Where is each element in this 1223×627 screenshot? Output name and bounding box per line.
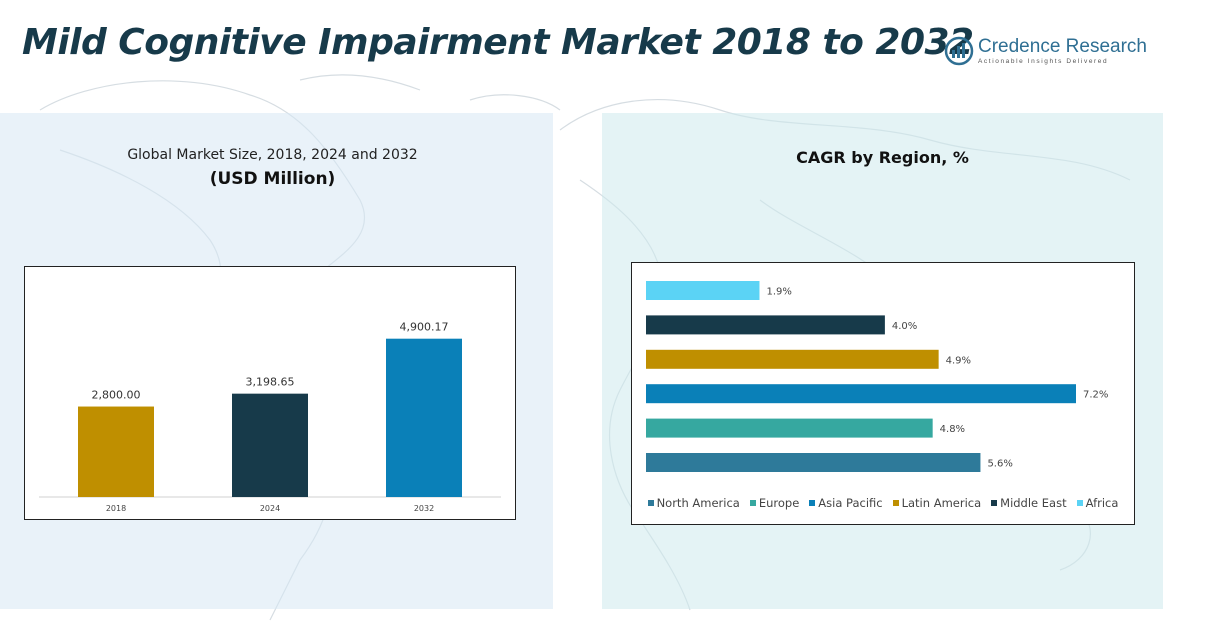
legend-entry-middle-east: Middle East bbox=[991, 496, 1067, 510]
legend-swatch bbox=[647, 500, 654, 506]
brand-logo-block: Credence Research Actionable Insights De… bbox=[944, 36, 1147, 70]
bar-latin-america bbox=[646, 349, 939, 369]
market-size-chart: 2,800.00 2018 3,198.65 2024 4,900.17 2032 bbox=[24, 266, 516, 520]
data-label-north-america: 5.6% bbox=[987, 459, 1012, 470]
legend-label: Middle East bbox=[1000, 496, 1067, 510]
data-label-latin-america: 4.9% bbox=[946, 355, 971, 366]
cagr-legend: North America Europe Asia Pacific Latin Ame… bbox=[632, 496, 1134, 510]
legend-label: Africa bbox=[1085, 496, 1119, 510]
cagr-chart: 1.9% 4.0% 4.9% 7.2% 4.8% 5.6% North America Eu… bbox=[631, 262, 1135, 525]
bar-asia-pacific bbox=[646, 384, 1076, 404]
data-label-africa: 1.9% bbox=[766, 287, 791, 298]
legend-swatch bbox=[809, 500, 816, 506]
tick-label-2032: 2032 bbox=[414, 504, 434, 513]
data-label-europe: 4.8% bbox=[940, 424, 965, 435]
market-size-unit: (USD Million) bbox=[209, 169, 336, 189]
legend-swatch bbox=[991, 500, 998, 506]
cagr-title: CAGR by Region, % bbox=[796, 148, 969, 167]
market-size-bar-chart: 2,800.00 2018 3,198.65 2024 4,900.17 2032 bbox=[39, 321, 501, 513]
legend-entry-africa: Africa bbox=[1076, 496, 1119, 510]
legend-entry-europe: Europe bbox=[749, 496, 800, 510]
bar-north-america bbox=[646, 453, 981, 472]
legend-label: North America bbox=[656, 496, 740, 510]
legend-swatch bbox=[892, 500, 899, 506]
market-size-panel: Global Market Size, 2018, 2024 and 2032 … bbox=[0, 113, 553, 609]
cagr-panel: CAGR by Region, % 1.9% 4.0% 4.9% 7.2% 4.8% 5.… bbox=[602, 113, 1163, 609]
tick-label-2024: 2024 bbox=[260, 504, 280, 513]
tick-label-2018: 2018 bbox=[106, 504, 126, 513]
bar-2032 bbox=[386, 338, 462, 497]
legend-entry-latin-america: Latin America bbox=[892, 496, 982, 510]
brand-tagline: Actionable Insights Delivered bbox=[978, 58, 1109, 65]
data-label-asia-pacific: 7.2% bbox=[1083, 390, 1108, 401]
data-label-2018: 2,800.00 bbox=[92, 389, 141, 402]
data-label-middle-east: 4.0% bbox=[892, 321, 917, 332]
brand-logo-icon bbox=[944, 36, 974, 66]
legend-swatch bbox=[1076, 500, 1083, 506]
data-label-2032: 4,900.17 bbox=[400, 321, 449, 334]
legend-entry-north-america: North America bbox=[647, 496, 740, 510]
brand-name: Credence Research bbox=[978, 36, 1147, 57]
bar-middle-east bbox=[646, 315, 885, 335]
cagr-bar-chart: 1.9% 4.0% 4.9% 7.2% 4.8% 5.6% bbox=[646, 281, 1108, 472]
legend-swatch bbox=[749, 500, 756, 506]
legend-label: Asia Pacific bbox=[818, 496, 883, 510]
page-title: Mild Cognitive Impairment Market 2018 to… bbox=[22, 22, 974, 63]
bar-2018 bbox=[78, 406, 154, 497]
market-size-subtitle: Global Market Size, 2018, 2024 and 2032 bbox=[127, 147, 418, 163]
bar-europe bbox=[646, 418, 933, 438]
bar-2024 bbox=[232, 393, 308, 497]
legend-label: Europe bbox=[758, 496, 800, 510]
legend-label: Latin America bbox=[901, 496, 982, 510]
bar-africa bbox=[646, 281, 760, 300]
data-label-2024: 3,198.65 bbox=[246, 376, 295, 389]
legend-entry-asia-pacific: Asia Pacific bbox=[809, 496, 883, 510]
